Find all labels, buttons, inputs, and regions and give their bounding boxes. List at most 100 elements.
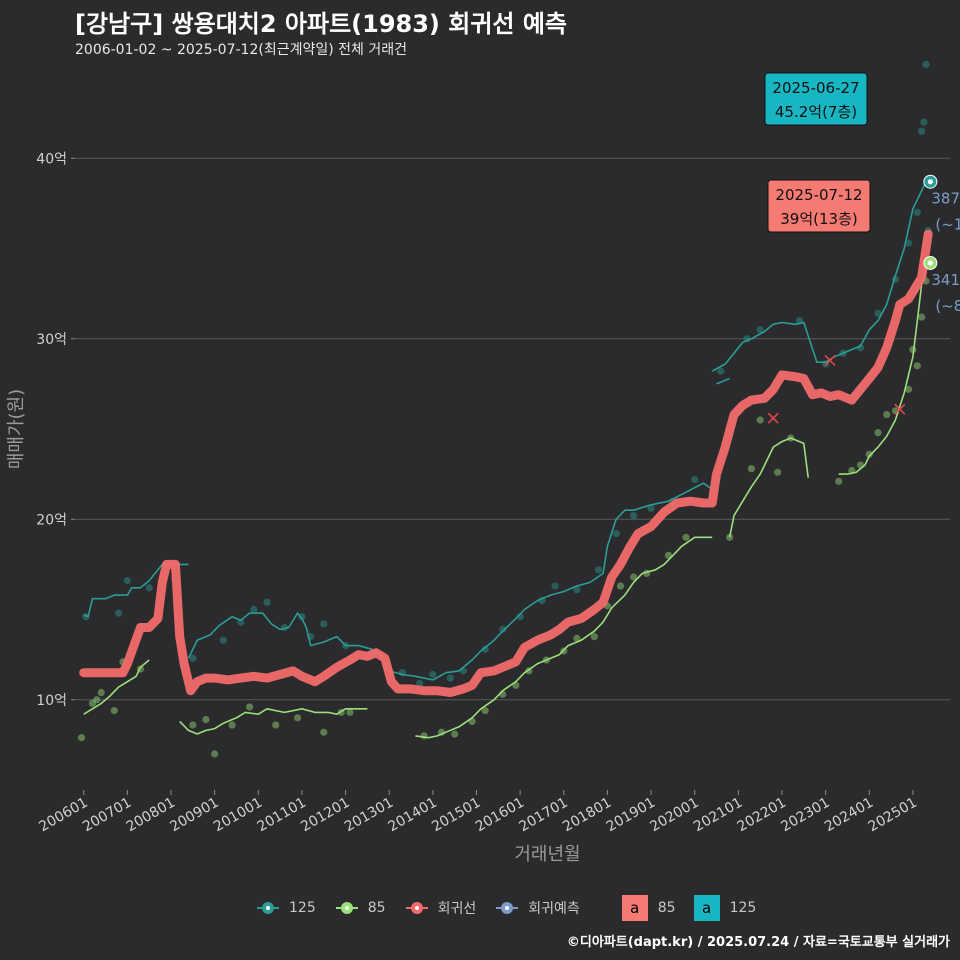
scatter-point-85 bbox=[468, 717, 476, 726]
scatter-point-85 bbox=[228, 721, 236, 729]
scatter-point-85 bbox=[525, 667, 533, 675]
scatter-point-125 bbox=[398, 669, 406, 677]
scatter-point-125 bbox=[145, 584, 153, 592]
scatter-point-125 bbox=[481, 645, 489, 653]
scatter-point-85 bbox=[787, 434, 795, 442]
source-caption: ©디아파트(dapt.kr) / 2025.07.24 / 자료=국토교통부 실… bbox=[566, 935, 950, 950]
endpoint-value-label-125: 387,157 bbox=[931, 190, 960, 208]
scatter-point-85 bbox=[320, 728, 328, 736]
scatter-point-125 bbox=[612, 530, 620, 538]
endpoint-area-label-125: (~125㎡) bbox=[935, 216, 960, 234]
scatter-point-85 bbox=[643, 569, 651, 578]
scatter-point-85 bbox=[835, 477, 843, 485]
scatter-point-85 bbox=[481, 706, 489, 715]
scatter-point-85 bbox=[726, 533, 734, 541]
scatter-point-125 bbox=[263, 598, 271, 606]
scatter-point-85 bbox=[883, 410, 891, 419]
series-85-line bbox=[83, 659, 150, 715]
legend-label-box-85: a 85 bbox=[621, 895, 676, 921]
scatter-point-85 bbox=[573, 634, 581, 642]
scatter-point-125 bbox=[516, 613, 524, 621]
scatter-point-85 bbox=[630, 573, 638, 581]
scatter-point-85 bbox=[97, 688, 105, 697]
scatter-point-125 bbox=[913, 208, 921, 216]
scatter-point-125 bbox=[795, 317, 804, 325]
scatter-point-85 bbox=[77, 734, 86, 742]
scatter-point-125 bbox=[920, 118, 928, 126]
scatter-point-85 bbox=[211, 750, 219, 758]
endpoint-marker-center-125 bbox=[927, 179, 933, 185]
scatter-point-125 bbox=[630, 512, 638, 520]
series-lines bbox=[83, 181, 929, 739]
regression-marker bbox=[824, 354, 836, 366]
x-tick-label: 202501 bbox=[866, 795, 920, 836]
legend-label-prediction: 회귀예측 bbox=[528, 901, 580, 917]
legend-key-prediction bbox=[494, 899, 520, 917]
endpoint-marker-center-85 bbox=[927, 260, 933, 266]
scatter-points bbox=[77, 60, 932, 758]
scatter-point-85 bbox=[865, 450, 873, 458]
legend-box-85: a bbox=[621, 895, 648, 921]
endpoint-markers bbox=[923, 174, 938, 270]
grid-layer bbox=[75, 157, 950, 701]
scatter-point-85 bbox=[451, 730, 459, 738]
x-axis-label: 거래년월 bbox=[514, 844, 580, 865]
scatter-point-125 bbox=[904, 239, 913, 247]
annotation-value: 39억(13층) bbox=[780, 210, 857, 228]
scatter-point-125 bbox=[538, 596, 546, 605]
x-tick-label: 200801 bbox=[124, 795, 178, 836]
scatter-point-85 bbox=[913, 362, 921, 370]
scatter-point-125 bbox=[922, 60, 930, 68]
legend-item-prediction: 회귀예측 bbox=[494, 898, 580, 918]
annotation-labels: 387,157 (~125㎡) 341,750 (~85㎡) 2025-06-27 45.… bbox=[764, 72, 960, 315]
scatter-point-125 bbox=[307, 632, 315, 641]
scatter-point-125 bbox=[717, 367, 725, 375]
scatter-point-125 bbox=[123, 577, 131, 585]
scatter-point-85 bbox=[848, 466, 856, 475]
x-tick-label: 201101 bbox=[255, 795, 309, 836]
scatter-point-85 bbox=[756, 416, 764, 424]
x-tick-label: 201401 bbox=[386, 795, 440, 836]
scatter-point-85 bbox=[420, 732, 428, 740]
scatter-point-125 bbox=[891, 275, 900, 283]
series-85-line bbox=[728, 437, 809, 538]
legend-label-125: 125 bbox=[289, 900, 316, 916]
annotation-value: 45.2억(7층) bbox=[775, 103, 857, 121]
scatter-point-125 bbox=[189, 654, 197, 662]
axes: 10억 20억 30억 40억 2006012007012008012009012010… bbox=[6, 151, 920, 865]
regression-marker bbox=[894, 403, 906, 415]
scatter-point-125 bbox=[595, 566, 603, 574]
legend-key-85 bbox=[334, 899, 360, 917]
y-tick-label: 20억 bbox=[36, 512, 67, 528]
scatter-point-85 bbox=[918, 313, 926, 321]
series-85-line bbox=[179, 708, 368, 735]
x-tick-label: 202201 bbox=[735, 795, 789, 836]
scatter-point-85 bbox=[664, 551, 673, 559]
scatter-point-125 bbox=[429, 670, 437, 679]
x-tick-label: 201701 bbox=[516, 795, 570, 836]
scatter-point-85 bbox=[774, 468, 782, 476]
x-tick-label: 201201 bbox=[298, 795, 352, 836]
scatter-point-125 bbox=[839, 349, 847, 357]
legend-box-label-125: 125 bbox=[729, 900, 757, 916]
regression-marker bbox=[767, 412, 779, 424]
annotation-date: 2025-06-27 bbox=[772, 79, 859, 97]
x-tick-label: 200701 bbox=[80, 795, 134, 836]
scatter-point-85 bbox=[202, 716, 210, 724]
scatter-point-125 bbox=[446, 674, 454, 682]
scatter-point-85 bbox=[590, 632, 598, 641]
scatter-point-85 bbox=[542, 656, 550, 664]
x-tick-label: 200601 bbox=[36, 795, 90, 836]
scatter-point-125 bbox=[416, 679, 424, 688]
scatter-point-125 bbox=[499, 625, 507, 633]
legend-box-125: a bbox=[693, 895, 720, 921]
scatter-point-125 bbox=[82, 613, 90, 621]
legend-label-box-125: a 125 bbox=[693, 895, 757, 921]
scatter-point-85 bbox=[189, 721, 197, 729]
scatter-point-125 bbox=[874, 309, 882, 318]
scatter-point-85 bbox=[346, 708, 354, 716]
legend-key-125 bbox=[255, 899, 281, 917]
regression-line bbox=[79, 229, 933, 697]
x-tick-label: 201801 bbox=[560, 795, 614, 836]
